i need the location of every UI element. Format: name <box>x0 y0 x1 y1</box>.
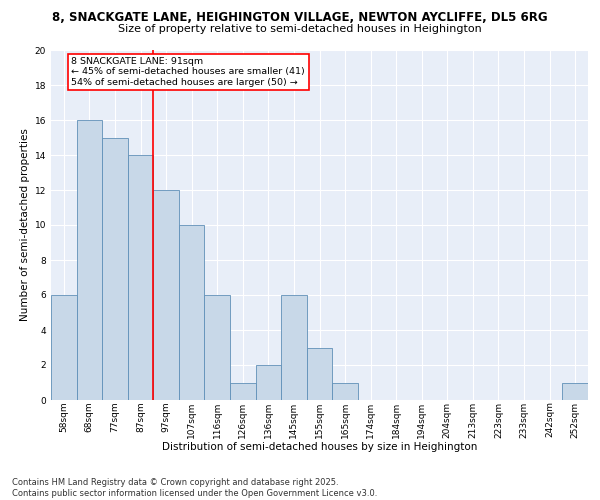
Bar <box>332 382 358 400</box>
Bar <box>102 138 128 400</box>
Text: 8, SNACKGATE LANE, HEIGHINGTON VILLAGE, NEWTON AYCLIFFE, DL5 6RG: 8, SNACKGATE LANE, HEIGHINGTON VILLAGE, … <box>52 11 548 24</box>
Bar <box>205 295 230 400</box>
Bar <box>179 225 205 400</box>
Bar <box>281 295 307 400</box>
Text: Size of property relative to semi-detached houses in Heighington: Size of property relative to semi-detach… <box>118 24 482 34</box>
Bar <box>256 365 281 400</box>
Text: Contains HM Land Registry data © Crown copyright and database right 2025.
Contai: Contains HM Land Registry data © Crown c… <box>12 478 377 498</box>
Bar <box>77 120 102 400</box>
Bar <box>307 348 332 400</box>
Bar <box>562 382 588 400</box>
X-axis label: Distribution of semi-detached houses by size in Heighington: Distribution of semi-detached houses by … <box>162 442 477 452</box>
Bar <box>128 155 153 400</box>
Y-axis label: Number of semi-detached properties: Number of semi-detached properties <box>20 128 31 322</box>
Bar <box>51 295 77 400</box>
Bar <box>230 382 256 400</box>
Text: 8 SNACKGATE LANE: 91sqm
← 45% of semi-detached houses are smaller (41)
54% of se: 8 SNACKGATE LANE: 91sqm ← 45% of semi-de… <box>71 57 305 87</box>
Bar <box>153 190 179 400</box>
